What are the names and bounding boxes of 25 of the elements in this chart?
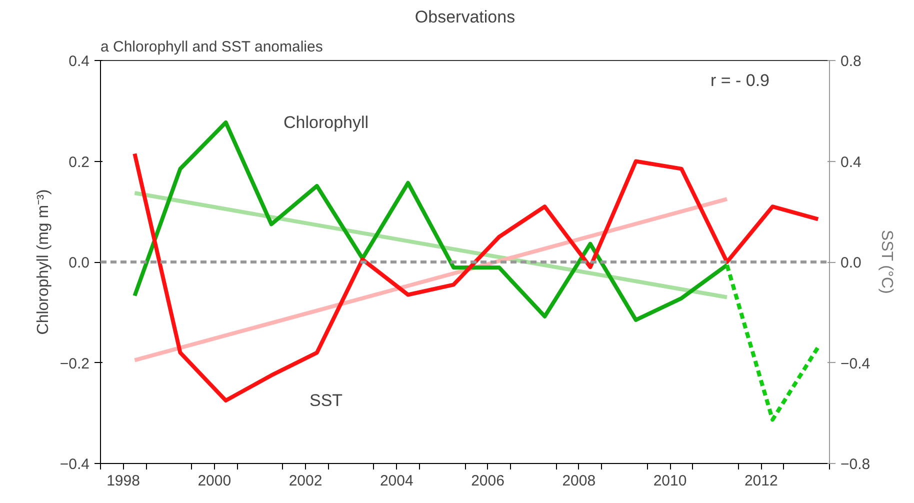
- y-tick-label: 0.4: [68, 53, 90, 70]
- x-tick-label: 2000: [198, 472, 232, 490]
- y2-tick-label: −0.4: [840, 355, 870, 372]
- x-tick-label: 2010: [653, 472, 687, 490]
- y2-tick-label: 0.4: [840, 154, 862, 171]
- y-tick-label: 0.0: [68, 254, 90, 272]
- y2-tick-label: 0.8: [840, 53, 862, 70]
- y2-axis-title: SST (°C): [878, 230, 896, 294]
- y-axis-title: Chlorophyll (mg m⁻³): [34, 189, 52, 335]
- y2-tick-label: 0.0: [840, 254, 862, 272]
- x-tick-label: 2012: [744, 472, 778, 490]
- y-tick-label: −0.2: [60, 355, 90, 372]
- x-tick-label: 1998: [106, 472, 140, 490]
- x-tick-label: 2004: [380, 472, 414, 490]
- y2-tick-label: −0.8: [840, 456, 870, 473]
- x-tick-label: 2006: [471, 472, 504, 490]
- y-tick-label: −0.4: [60, 456, 90, 473]
- x-tick-label: 2002: [288, 472, 322, 490]
- x-tick-label: 2008: [562, 472, 596, 490]
- annotation: r = - 0.9: [710, 71, 770, 90]
- text: Chlorophyll: [284, 112, 369, 132]
- chart-title: Observations: [414, 8, 516, 26]
- series-label: SST: [310, 391, 343, 410]
- chart-subtitle: a Chlorophyll and SST anomalies: [100, 38, 323, 56]
- y-tick-label: 0.2: [68, 154, 90, 171]
